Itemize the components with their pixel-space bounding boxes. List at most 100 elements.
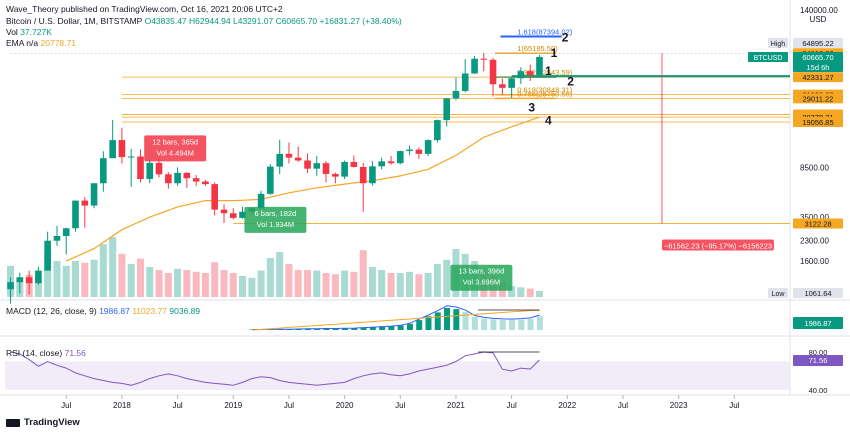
volume-bar xyxy=(433,264,441,297)
measure-sublabel: Vol 3.696M xyxy=(463,278,501,287)
volume-bar xyxy=(508,286,516,297)
price-label-text: 64895.22 xyxy=(802,39,833,48)
x-axis-tick-label: Jul xyxy=(507,401,517,410)
candle-body xyxy=(313,163,321,169)
measure-sublabel: Vol 4.494M xyxy=(156,148,194,157)
candle-body xyxy=(517,71,525,79)
volume-bar xyxy=(164,273,172,297)
candle-body xyxy=(118,140,126,158)
y-axis-tick-label: 2300.00 xyxy=(800,237,829,246)
fib-label: 0.618(30848.31) xyxy=(517,86,573,95)
price-tag-text: BTCUSD xyxy=(754,55,783,62)
measure-label: 6 bars, 182d xyxy=(255,209,297,218)
rsi-value-text: 71.56 xyxy=(809,356,828,365)
candle-body xyxy=(90,183,98,206)
fib-label: 0.786(25750.56) xyxy=(517,89,573,98)
volume-bar xyxy=(294,270,302,297)
x-axis-tick-label: Jul xyxy=(729,401,739,410)
volume-bar xyxy=(118,253,126,297)
volume-bar xyxy=(211,262,219,297)
volume-bar xyxy=(71,261,79,297)
candle-body xyxy=(165,174,172,184)
y-axis-tick-label: 140000.00 xyxy=(800,6,838,15)
measure-box xyxy=(661,239,774,251)
candle-body xyxy=(443,98,451,121)
wave-label: 2 xyxy=(562,31,569,45)
macd-hist-bar xyxy=(536,316,543,330)
candle-body xyxy=(127,156,135,158)
volume-bar xyxy=(304,270,312,297)
macd-hist-bar xyxy=(416,320,423,330)
ohlc-change: +16831.27 (+38.40%) xyxy=(319,16,402,26)
candle-body xyxy=(285,153,293,158)
price-label-text: 60665.70 xyxy=(802,53,833,62)
symbol-line: Bitcoin / U.S. Dollar, 1M, BITSTAMP O438… xyxy=(6,16,402,26)
x-axis-tick-label: 2023 xyxy=(670,401,688,410)
author-line: Wave_Theory published on TradingView.com… xyxy=(6,4,283,14)
candle-body xyxy=(294,157,302,161)
symbol-name[interactable]: Bitcoin / U.S. Dollar, 1M, BITSTAMP xyxy=(6,16,143,26)
volume-bar xyxy=(174,268,182,297)
candle-body xyxy=(229,213,237,218)
macd-hist-bar xyxy=(314,328,321,330)
macd-hist-bar xyxy=(453,309,460,330)
rsi-label[interactable]: RSI (14, close) xyxy=(6,348,63,358)
macd-hist-bar xyxy=(518,319,525,330)
candle-body xyxy=(72,200,79,229)
fib-label: 1(65185.50) xyxy=(517,44,558,53)
macd-label[interactable]: MACD (12, 26, close, 9) xyxy=(6,306,97,316)
macd-line: MACD (12, 26, close, 9) 1986.87 11023.77… xyxy=(6,306,200,316)
macd-hist-bar xyxy=(295,329,302,330)
price-label-text: 3122.28 xyxy=(804,220,831,229)
macd-signal-line xyxy=(252,309,540,331)
volume-bar xyxy=(415,274,423,297)
candle-body xyxy=(480,58,488,60)
x-axis-tick-label: Jul xyxy=(172,401,182,410)
fib-label: 1.618(87394.02) xyxy=(517,27,573,36)
candle-body xyxy=(239,211,246,218)
measure-box xyxy=(144,135,207,162)
macd-hist-bar xyxy=(351,328,358,330)
price-label-box xyxy=(793,116,843,127)
measure-sublabel: Vol 1.934M xyxy=(257,220,295,229)
macd-hist-bar xyxy=(471,316,478,330)
ema-line xyxy=(65,116,540,262)
candle-body xyxy=(499,84,506,88)
price-tag-text: Low xyxy=(772,291,786,298)
macd-hist-bar xyxy=(434,312,441,330)
candle-body xyxy=(489,59,497,85)
vol-line: Vol 37.727K xyxy=(6,27,52,37)
volume-bar xyxy=(239,276,247,297)
ema-label[interactable]: EMA n/a xyxy=(6,38,39,48)
macd-value-text: 1986.87 xyxy=(804,319,831,328)
macd-hist-bar xyxy=(332,328,339,330)
price-label-box xyxy=(793,93,843,104)
candle-body xyxy=(359,166,367,184)
x-axis-tick-label: Jul xyxy=(284,401,294,410)
candle-body xyxy=(387,161,395,164)
volume-bar xyxy=(99,244,107,297)
candle-body xyxy=(508,78,515,88)
tradingview-logo[interactable]: TradingView xyxy=(6,417,80,428)
vol-label[interactable]: Vol xyxy=(6,27,18,37)
macd-hist-bar xyxy=(406,323,413,330)
volume-bar xyxy=(424,273,432,297)
volume-bar xyxy=(248,277,256,297)
candle-body xyxy=(526,71,534,76)
volume-bar xyxy=(62,265,70,297)
wave-label: 1 xyxy=(551,46,558,60)
y-axis-currency: USD xyxy=(810,15,827,24)
y-axis-tick-label: 8500.00 xyxy=(800,163,829,172)
candle-body xyxy=(44,240,51,271)
macd-hist-bar xyxy=(499,319,506,330)
volume-bar xyxy=(34,279,42,297)
y-axis-tick-label: 3500.00 xyxy=(800,213,829,222)
price-tag-box xyxy=(768,38,788,48)
x-axis-tick-label: 2018 xyxy=(113,401,131,410)
candle-body xyxy=(192,178,200,182)
candle-body xyxy=(267,166,274,194)
fib-label: 0.382(42943.59) xyxy=(517,68,573,77)
candle-body xyxy=(155,162,163,175)
ema-line: EMA n/a 20778.71 xyxy=(6,38,76,48)
